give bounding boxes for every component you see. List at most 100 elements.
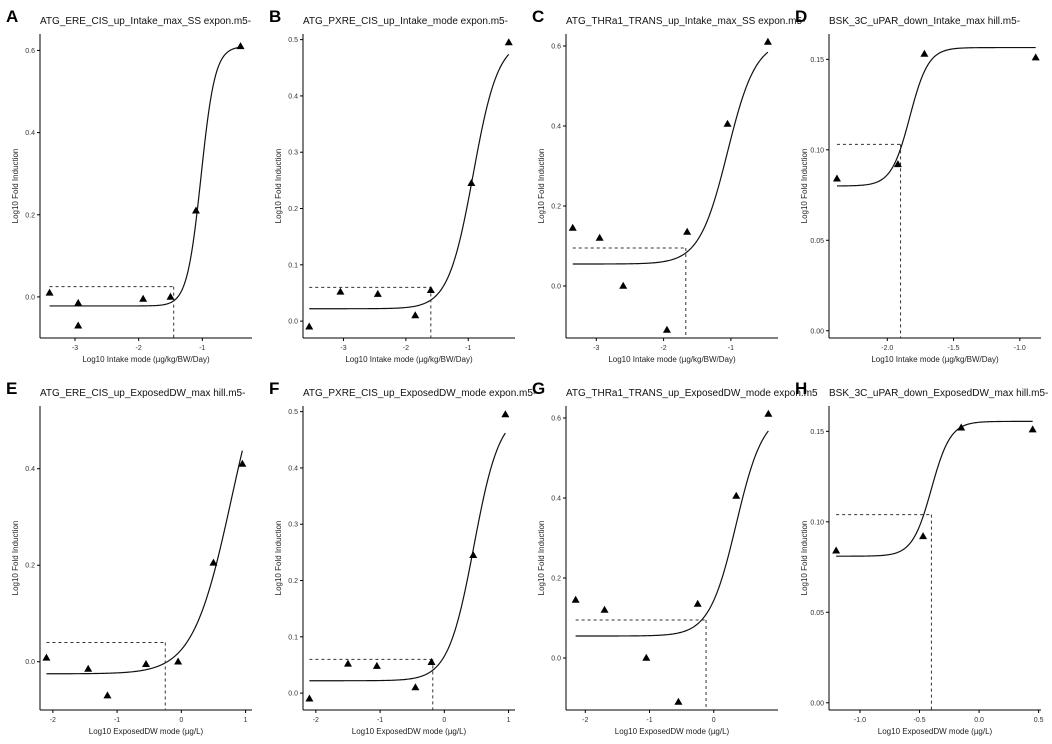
x-tick-label: -1 [114,717,120,724]
data-point [191,206,200,214]
x-tick-label: -2 [403,345,409,352]
y-tick-label: 0.4 [551,124,561,131]
data-point [373,289,382,297]
data-point [372,661,381,669]
y-axis-label: Log10 Fold Induction [537,149,546,224]
y-tick-label: 0.15 [810,57,824,64]
panel-a: A ATG_ERE_CIS_up_Intake_max_SS expon.m5- -… [6,7,252,364]
y-tick-label: 0.05 [810,238,824,245]
data-point [504,38,513,46]
chart-title: ATG_ERE_CIS_up_Intake_max_SS expon.m5- [40,16,251,27]
panel-e: E ATG_ERE_CIS_up_ExposedDW_max hill.m5- -2… [6,379,252,736]
y-tick-label: 0.00 [810,700,824,707]
y-tick-label: 0.4 [288,93,298,100]
data-point [723,119,732,127]
y-tick-label: 0.05 [810,610,824,617]
x-axis-label: Log10 Intake mode (µg/kg/BW/Day) [608,355,736,364]
data-point [174,657,183,665]
x-axis-label: Log10 Intake mode (µg/kg/BW/Day) [345,355,473,364]
y-axis-label: Log10 Fold Induction [537,521,546,596]
y-tick-label: 0.2 [25,563,35,570]
x-tick-label: -1 [465,345,471,352]
y-axis-label: Log10 Fold Induction [800,149,809,224]
fit-curve [46,450,243,675]
data-point [305,322,314,330]
chart-title: BSK_3C_uPAR_down_Intake_max hill.m5- [829,16,1020,27]
data-point [501,410,510,418]
data-point [427,657,436,665]
data-point [336,287,345,295]
y-tick-label: 0.1 [288,634,298,641]
panel-letter: D [795,7,807,26]
y-tick-label: 0.2 [288,206,298,213]
y-tick-label: 0.5 [288,37,298,44]
y-tick-label: 0.2 [288,578,298,585]
data-point [411,311,420,319]
panel-b: B ATG_PXRE_CIS_up_Intake_mode expon.m5- -3… [269,7,515,364]
panel-g: G ATG_THRa1_TRANS_up_ExposedDW_mode expon… [532,379,818,736]
x-tick-label: 0 [179,717,183,724]
panel-letter: E [6,379,17,398]
y-tick-label: 0.00 [810,328,824,335]
y-tick-label: 0.0 [25,659,35,666]
x-tick-label: -3 [72,345,78,352]
x-tick-label: -1 [646,717,652,724]
y-tick-label: 0.0 [288,319,298,326]
data-point [42,653,51,661]
data-point [764,409,773,417]
fit-curve [575,430,769,637]
y-axis-label: Log10 Fold Induction [274,521,283,596]
panel-letter: C [532,7,544,26]
chart-title: BSK_3C_uPAR_down_ExposedDW_max hill.m5- [829,388,1048,399]
x-axis-label: Log10 ExposedDW mode (µg/L) [352,727,467,736]
data-point [305,694,314,702]
x-axis-label: Log10 Intake mode (µg/kg/BW/Day) [82,355,210,364]
data-point [166,292,175,300]
y-tick-label: 0.6 [551,44,561,51]
data-point [139,294,148,302]
y-axis-label: Log10 Fold Induction [274,149,283,224]
panel-d: D BSK_3C_uPAR_down_Intake_max hill.m5- -2.… [795,7,1041,364]
data-point [832,546,841,554]
x-axis-label: Log10 Intake mode (µg/kg/BW/Day) [871,355,999,364]
y-tick-label: 0.6 [25,48,35,55]
y-tick-label: 0.10 [810,147,824,154]
data-point [571,595,580,603]
panel-f: F ATG_PXRE_CIS_up_ExposedDW_mode expon.m5… [269,379,536,736]
data-point [343,659,352,667]
chart-title: ATG_PXRE_CIS_up_Intake_mode expon.m5- [303,16,508,27]
data-point [919,532,928,540]
data-point [142,659,150,667]
data-point [642,653,651,661]
chart-title: ATG_PXRE_CIS_up_ExposedDW_mode expon.m5- [303,388,536,399]
data-point [74,298,83,306]
y-tick-label: 0.0 [551,656,561,663]
x-tick-label: 0.0 [974,717,984,724]
x-axis-label: Log10 ExposedDW mode (µg/L) [89,727,204,736]
fit-curve [572,51,769,265]
y-tick-label: 0.10 [810,519,824,526]
x-tick-label: 1 [244,717,248,724]
x-tick-label: 1 [507,717,511,724]
data-point [693,599,702,607]
x-tick-label: -2 [582,717,588,724]
y-tick-label: 0.4 [288,465,298,472]
y-axis-label: Log10 Fold Induction [11,521,20,596]
y-axis-label: Log10 Fold Induction [800,521,809,596]
x-tick-label: -2 [660,345,666,352]
chart-title: ATG_THRa1_TRANS_up_Intake_max_SS expon.m… [566,16,805,27]
data-point [600,605,609,613]
chart-title: ATG_THRa1_TRANS_up_ExposedDW_mode expon.… [566,388,818,399]
y-tick-label: 0.4 [25,466,35,473]
data-point [674,697,683,705]
data-point [957,423,966,431]
data-point [568,223,577,231]
x-tick-label: -2 [313,717,319,724]
x-tick-label: -0.5 [913,717,925,724]
chart-title: ATG_ERE_CIS_up_ExposedDW_max hill.m5- [40,388,245,399]
y-tick-label: 0.3 [288,150,298,157]
fit-curve [836,46,1036,187]
x-tick-label: -3 [593,345,599,352]
data-point [595,233,604,241]
